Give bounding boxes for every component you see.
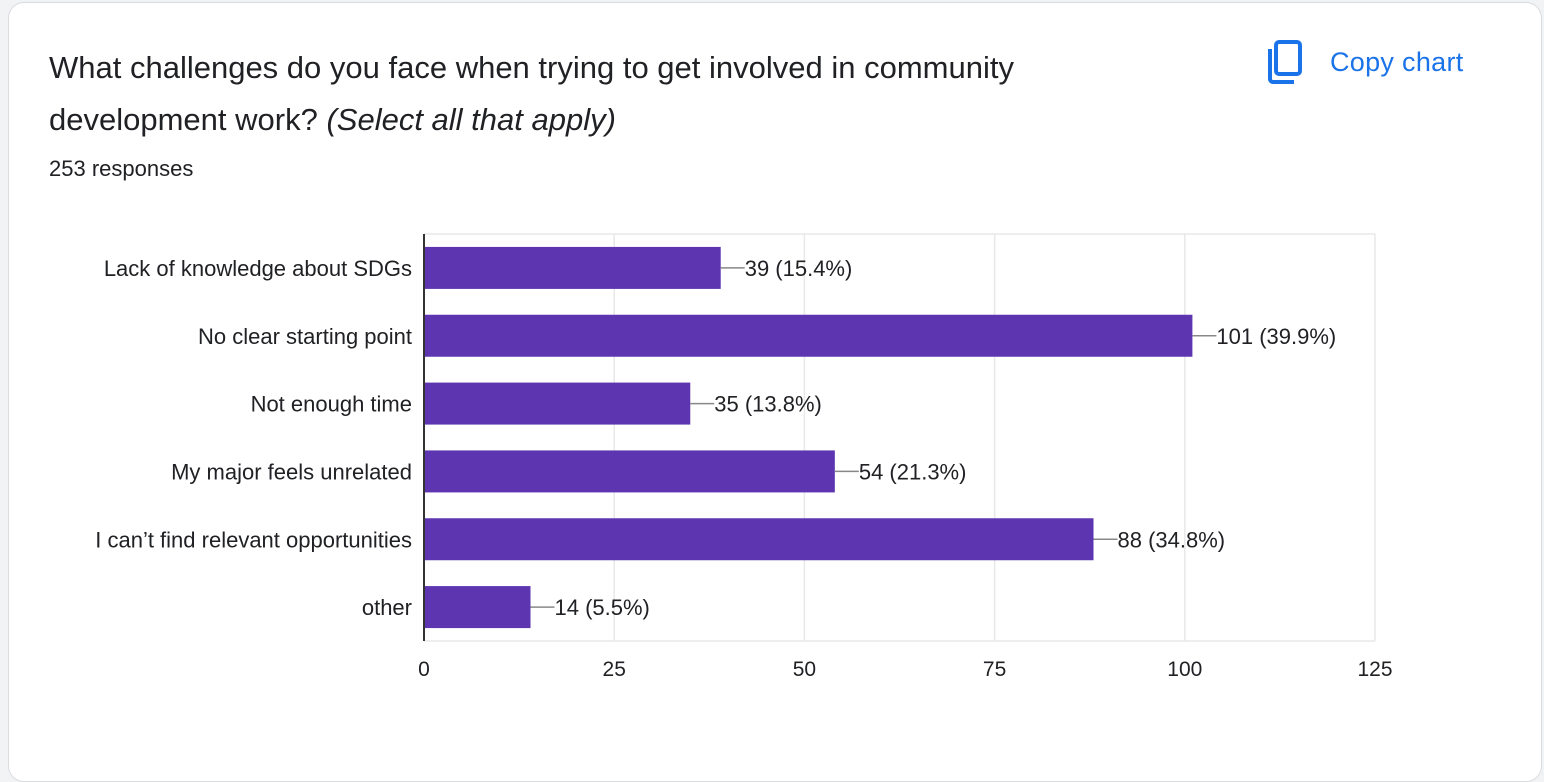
bar[interactable]: [424, 314, 1193, 357]
category-label: I can’t find relevant opportunities: [95, 527, 412, 552]
data-label: 54 (21.3%): [859, 459, 967, 484]
x-tick-label: 50: [793, 658, 816, 681]
copy-chart-button[interactable]: Copy chart: [1264, 36, 1464, 88]
data-label: 14 (5.5%): [555, 595, 650, 620]
bar[interactable]: [424, 518, 1094, 561]
chart-card: [8, 2, 1542, 782]
x-tick-label: 100: [1167, 658, 1202, 681]
x-tick-label: 0: [418, 658, 430, 681]
bar[interactable]: [424, 586, 531, 629]
bar[interactable]: [424, 450, 835, 493]
x-tick-label: 75: [983, 658, 1006, 681]
category-label: No clear starting point: [198, 324, 412, 349]
x-tick-label: 25: [603, 658, 626, 681]
x-tick-label: 125: [1357, 658, 1392, 681]
question-text: What challenges do you face when trying …: [49, 50, 1014, 137]
data-label: 35 (13.8%): [714, 392, 822, 417]
bar[interactable]: [424, 382, 691, 425]
category-label: Not enough time: [251, 392, 412, 417]
data-label: 88 (34.8%): [1118, 527, 1226, 552]
category-label: My major feels unrelated: [171, 459, 412, 484]
data-label: 39 (15.4%): [745, 256, 853, 281]
data-label: 101 (39.9%): [1216, 324, 1336, 349]
category-label: Lack of knowledge about SDGs: [104, 256, 412, 281]
category-label: other: [362, 595, 412, 620]
question-hint: (Select all that apply): [326, 102, 616, 137]
bar[interactable]: [424, 246, 721, 289]
question-title: What challenges do you face when trying …: [49, 42, 1169, 146]
response-count: 253 responses: [49, 156, 194, 181]
copy-icon: [1264, 39, 1304, 85]
copy-chart-label: Copy chart: [1330, 46, 1464, 77]
bar-chart: Lack of knowledge about SDGs 39 (15.4%) No…: [95, 233, 1393, 681]
